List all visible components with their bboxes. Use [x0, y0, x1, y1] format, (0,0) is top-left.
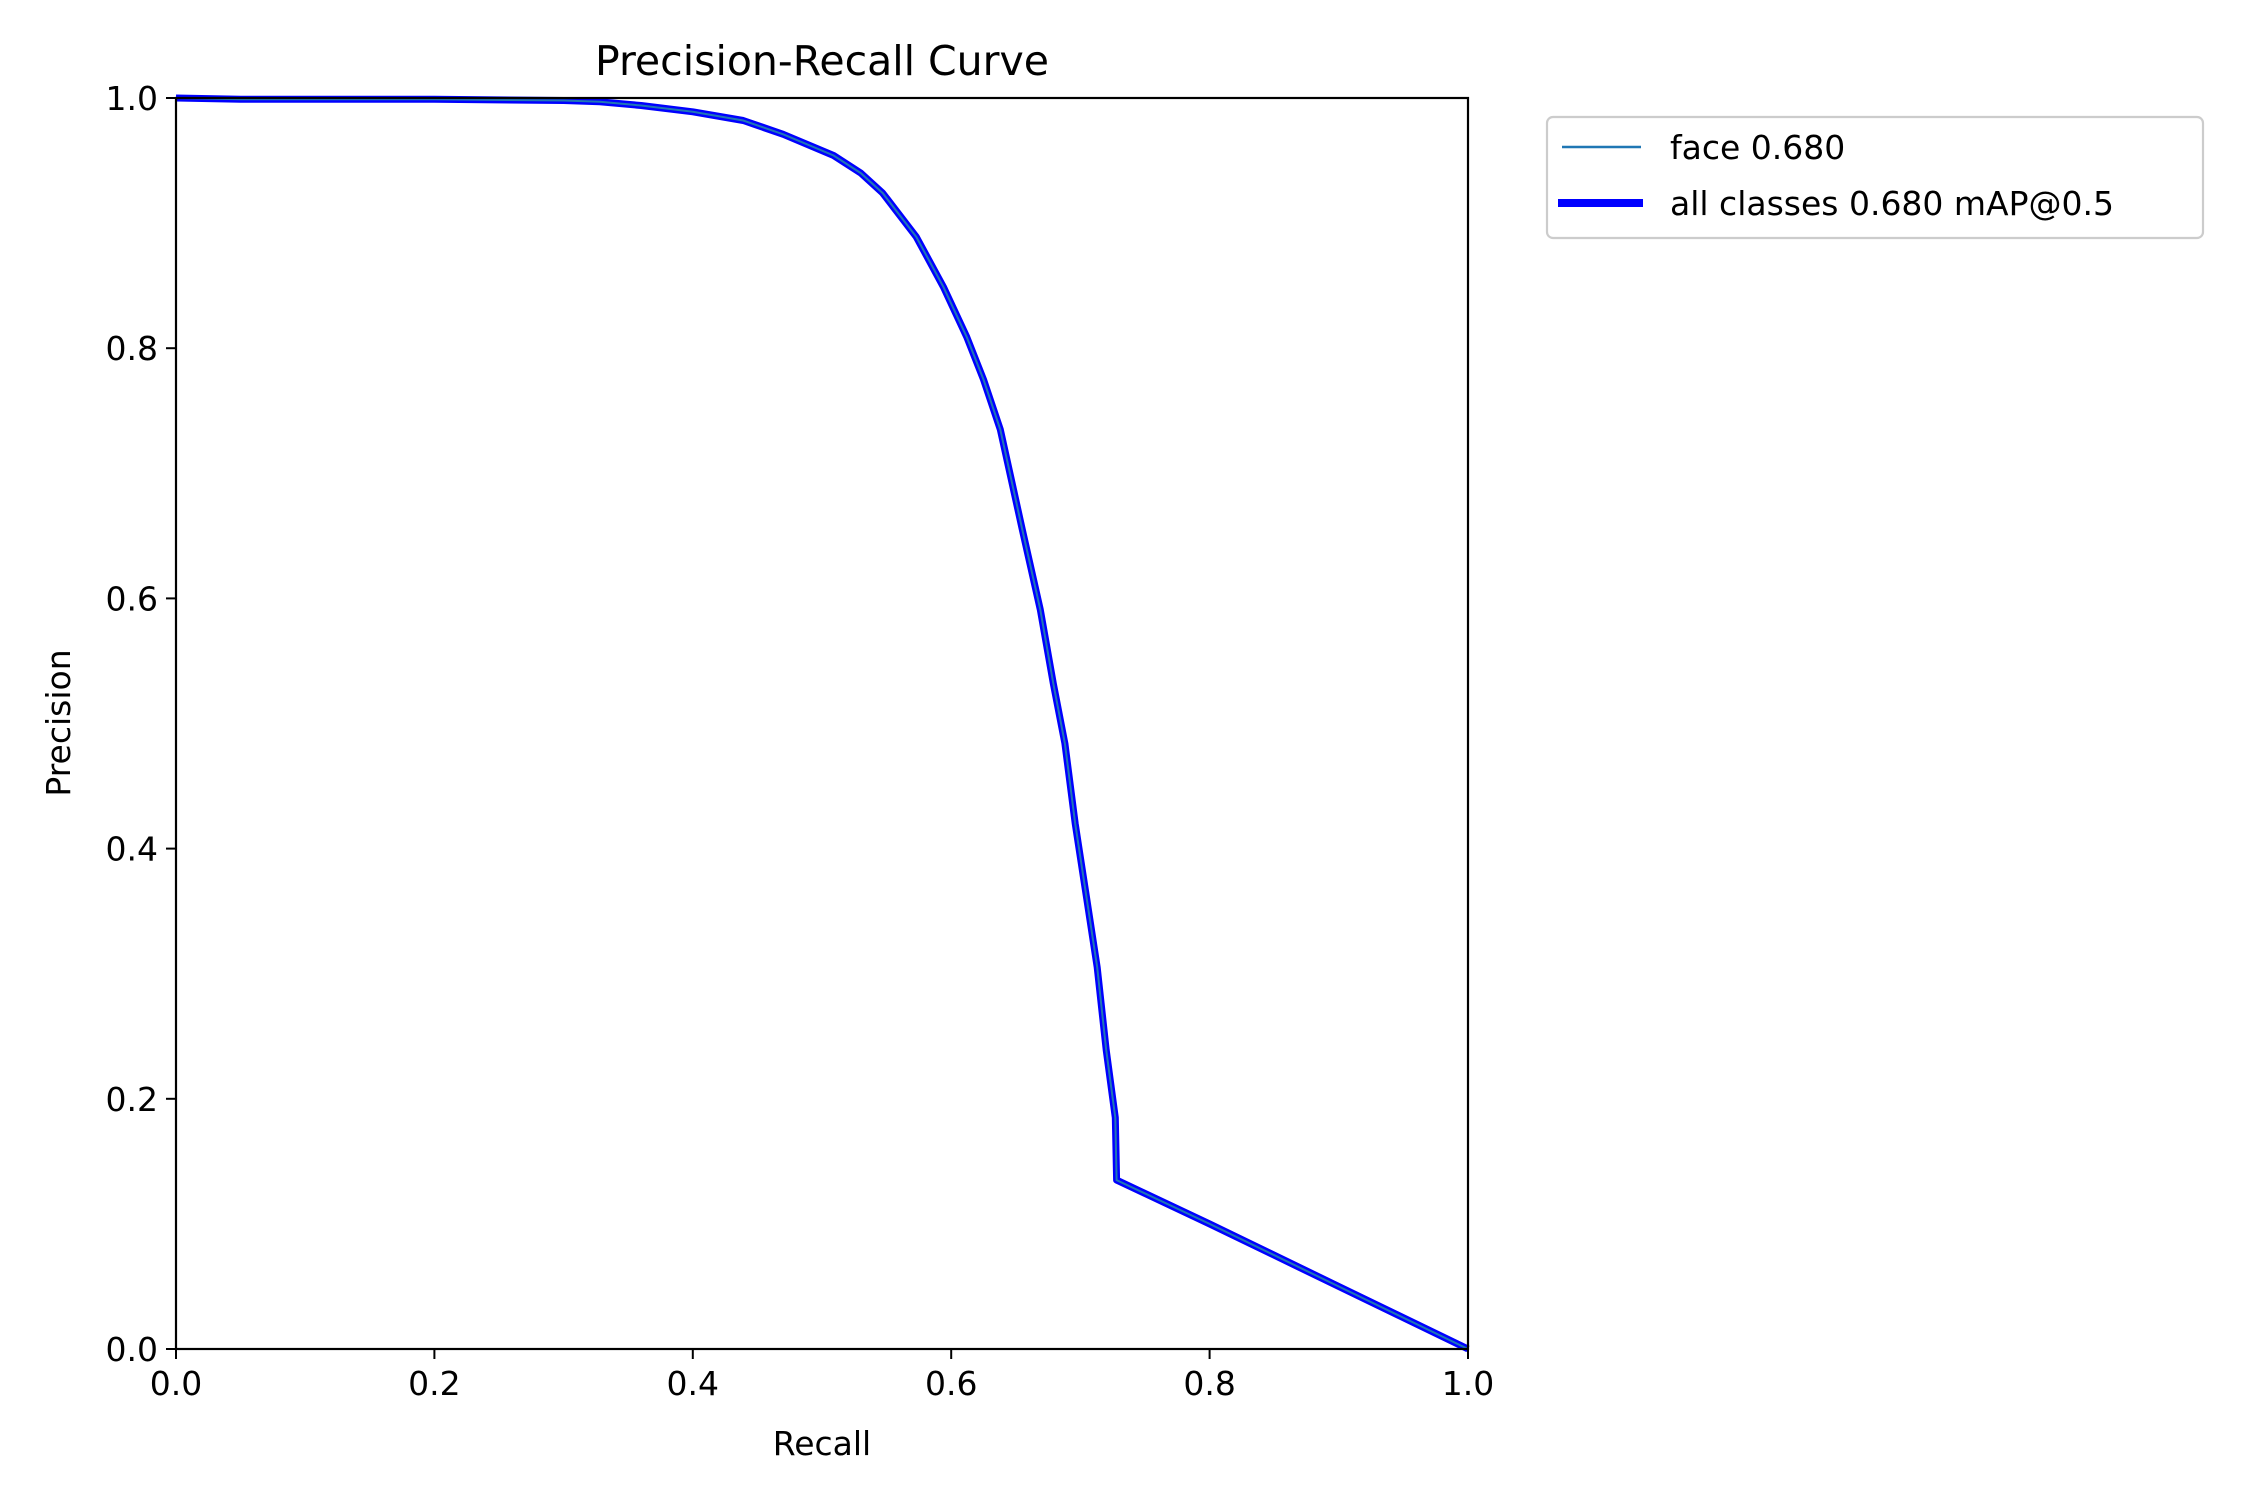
- x-tick-label: 0.0: [150, 1364, 202, 1403]
- y-tick-label: 0.4: [106, 830, 158, 869]
- curves-group: [175, 94, 1470, 1353]
- x-tick-label: 0.4: [667, 1364, 719, 1403]
- y-axis-label: Precision: [39, 649, 78, 796]
- x-tick-label: 0.6: [925, 1364, 977, 1403]
- plot-area: [176, 98, 1468, 1349]
- legend-item-face: face 0.680: [1670, 128, 1845, 167]
- y-tick-label: 0.6: [106, 579, 158, 618]
- y-axis-ticks: 0.0 0.2 0.4 0.6 0.8 1.0: [106, 79, 176, 1369]
- x-axis-ticks: 0.0 0.2 0.4 0.6 0.8 1.0: [150, 1349, 1494, 1403]
- legend-box: [1545, 115, 2205, 240]
- y-tick-label: 0.0: [106, 1330, 158, 1369]
- face-curve: [175, 97, 1469, 1350]
- chart-title: Precision-Recall Curve: [595, 37, 1049, 85]
- y-tick-label: 0.8: [106, 329, 158, 368]
- x-axis-label: Recall: [773, 1424, 871, 1463]
- legend-item-all-classes: all classes 0.680 mAP@0.5: [1670, 184, 2114, 223]
- y-tick-label: 1.0: [106, 79, 158, 118]
- y-tick-label: 0.2: [106, 1080, 158, 1119]
- x-tick-label: 0.8: [1183, 1364, 1235, 1403]
- x-tick-label: 0.2: [408, 1364, 460, 1403]
- axes-frame: [174, 96, 1470, 1351]
- legend: face 0.680 all classes 0.680 mAP@0.5: [1545, 115, 2205, 240]
- x-tick-label: 1.0: [1442, 1364, 1494, 1403]
